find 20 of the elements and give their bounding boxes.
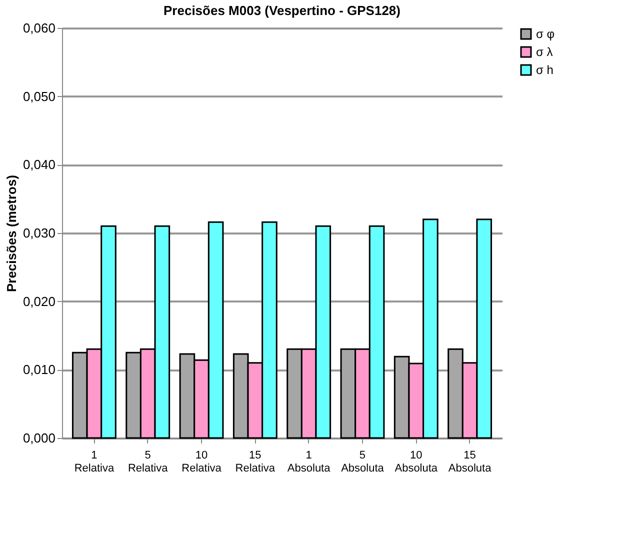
y-tick-label: 0,020 <box>22 294 56 309</box>
chart-title: Precisões M003 (Vespertino - GPS128) <box>164 3 400 18</box>
x-tick-label: 10 Absoluta <box>394 450 438 474</box>
y-axis-title: Precisões (metros) <box>4 174 19 292</box>
legend-label: σ h <box>536 63 554 77</box>
legend-label: σ λ <box>536 45 553 59</box>
y-tick-label: 0,030 <box>22 226 56 240</box>
y-tick-label: 0,060 <box>22 20 56 36</box>
x-tick-label: 1 Relativa <box>74 450 115 474</box>
y-tick-label: 0,050 <box>22 88 56 104</box>
y-tick-label: 0,010 <box>22 362 56 378</box>
x-tick-label: 1 Absoluta <box>287 450 332 474</box>
x-tick-label: 5 Absoluta <box>341 450 385 474</box>
x-tick-label: 15 Absoluta <box>448 450 492 474</box>
y-tick-label: 0,040 <box>22 157 56 172</box>
x-tick-label: 5 Relativa <box>128 450 169 474</box>
x-tick-label: 15 Relativa <box>235 450 276 474</box>
x-tick-label: 10 Relativa <box>182 450 222 474</box>
legend-label: σ φ <box>536 27 555 41</box>
y-tick-label: 0,000 <box>22 430 56 446</box>
